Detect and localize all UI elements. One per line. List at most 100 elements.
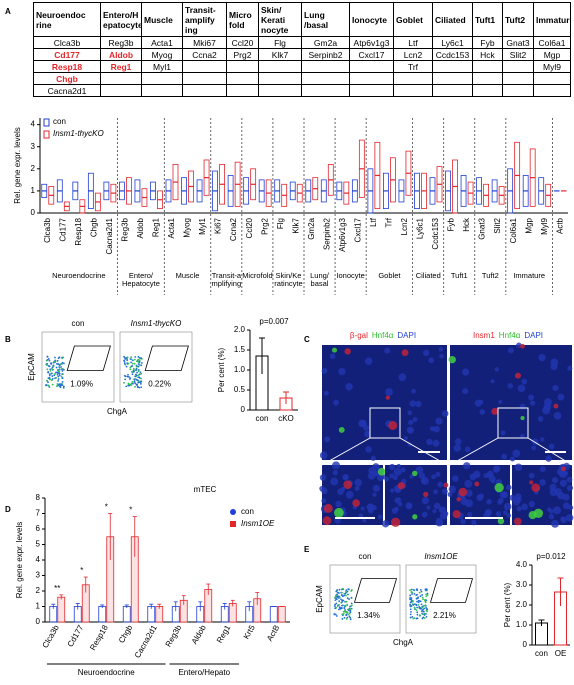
flow-event bbox=[422, 610, 425, 613]
flow-event bbox=[140, 382, 142, 385]
flow-event bbox=[126, 375, 129, 378]
nucleus bbox=[432, 439, 440, 447]
stained-cell bbox=[456, 497, 461, 502]
flow-event bbox=[349, 611, 352, 614]
flow-event bbox=[59, 384, 62, 387]
nucleus bbox=[521, 378, 528, 385]
nucleus bbox=[469, 473, 477, 481]
flow-event bbox=[411, 600, 414, 603]
nucleus bbox=[471, 519, 477, 526]
flow-event bbox=[344, 592, 347, 595]
nucleus bbox=[338, 367, 346, 376]
nucleus bbox=[486, 499, 492, 505]
table-cell bbox=[182, 84, 227, 97]
flow-event bbox=[341, 604, 343, 607]
nucleus bbox=[542, 406, 551, 415]
flow-event bbox=[338, 603, 340, 606]
table-cell bbox=[432, 60, 473, 73]
flow-event bbox=[138, 386, 141, 389]
nucleus bbox=[507, 383, 514, 389]
nucleus bbox=[412, 417, 418, 423]
panel-label: D bbox=[5, 505, 11, 514]
flow-event bbox=[124, 375, 127, 378]
flow-event bbox=[129, 378, 131, 380]
flow-event bbox=[422, 598, 424, 601]
flow-event bbox=[334, 599, 337, 602]
y-tick-label: 0 bbox=[31, 208, 36, 217]
nucleus bbox=[562, 502, 570, 510]
stain-name: Hnf4α bbox=[499, 331, 521, 340]
flow-event bbox=[50, 372, 53, 375]
x-tick-label: con bbox=[535, 649, 548, 658]
flow-event bbox=[123, 362, 126, 365]
flow-event bbox=[415, 597, 418, 600]
flow-event bbox=[410, 597, 413, 599]
table-cell bbox=[502, 72, 534, 85]
significance: * bbox=[129, 506, 132, 515]
stained-cell bbox=[520, 416, 525, 421]
flow-event bbox=[56, 369, 59, 371]
y-tick-label: 3 bbox=[36, 571, 41, 580]
flow-event bbox=[130, 356, 133, 359]
y-axis-label: Rel. gene expr. levels bbox=[15, 522, 24, 599]
table-header: Lung /basal bbox=[301, 2, 350, 37]
table-cell bbox=[226, 72, 259, 85]
x-tick-label: Clca3b bbox=[41, 623, 62, 650]
y-tick-label: 1 bbox=[31, 186, 36, 195]
flow-event bbox=[341, 601, 343, 603]
flow-event bbox=[422, 605, 425, 607]
nucleus bbox=[548, 513, 555, 520]
flow-event bbox=[125, 357, 128, 360]
nucleus bbox=[441, 488, 448, 495]
y-tick-label: 6 bbox=[36, 524, 41, 533]
flow-event bbox=[348, 598, 350, 600]
flow-event bbox=[133, 381, 136, 383]
nucleus bbox=[557, 393, 565, 401]
flow-event bbox=[335, 602, 338, 605]
micrograph-label: β-gal Hnf4α DAPI bbox=[350, 331, 416, 340]
table-header: Muscle bbox=[141, 2, 183, 37]
flow-event bbox=[60, 382, 63, 385]
nucleus bbox=[567, 365, 573, 371]
flow-event bbox=[348, 615, 351, 618]
group-label: Goblet bbox=[378, 271, 401, 280]
nucleus bbox=[441, 410, 449, 417]
x-tick-label: Ly6c1 bbox=[416, 217, 425, 239]
flow-event bbox=[57, 375, 60, 378]
nucleus bbox=[531, 445, 537, 451]
stained-cell bbox=[474, 481, 480, 487]
flow-event bbox=[344, 605, 347, 608]
bar bbox=[269, 606, 278, 623]
flow-event bbox=[48, 359, 51, 362]
chart-title: mTEC bbox=[194, 485, 217, 494]
nucleus bbox=[559, 479, 568, 487]
nucleus bbox=[554, 488, 563, 496]
significance: * bbox=[105, 503, 108, 512]
nucleus bbox=[330, 477, 339, 486]
nucleus bbox=[394, 497, 402, 504]
stained-cell bbox=[343, 480, 353, 489]
legend-label: Insm1-thycKO bbox=[53, 129, 104, 138]
nucleus bbox=[509, 456, 516, 462]
x-tick-label: Flg bbox=[276, 218, 285, 229]
nucleus bbox=[497, 497, 504, 504]
flow-event bbox=[130, 361, 133, 364]
flow-event bbox=[51, 375, 54, 377]
flow-event bbox=[48, 386, 51, 388]
nucleus bbox=[500, 430, 506, 436]
table-cell: Serpinb2 bbox=[301, 48, 350, 61]
nucleus bbox=[479, 409, 486, 415]
nucleus bbox=[415, 400, 422, 408]
flow-event bbox=[339, 607, 342, 610]
micrograph bbox=[322, 345, 447, 460]
zoom-line bbox=[321, 437, 371, 466]
flow-event bbox=[340, 594, 343, 597]
nucleus bbox=[431, 474, 436, 480]
flow-event bbox=[344, 591, 347, 593]
flow-event bbox=[409, 594, 412, 597]
table-cell bbox=[258, 84, 302, 97]
table-cell bbox=[141, 84, 183, 97]
nucleus bbox=[394, 506, 399, 512]
nucleus bbox=[553, 411, 562, 420]
table-cell: Resp18 bbox=[33, 60, 101, 73]
